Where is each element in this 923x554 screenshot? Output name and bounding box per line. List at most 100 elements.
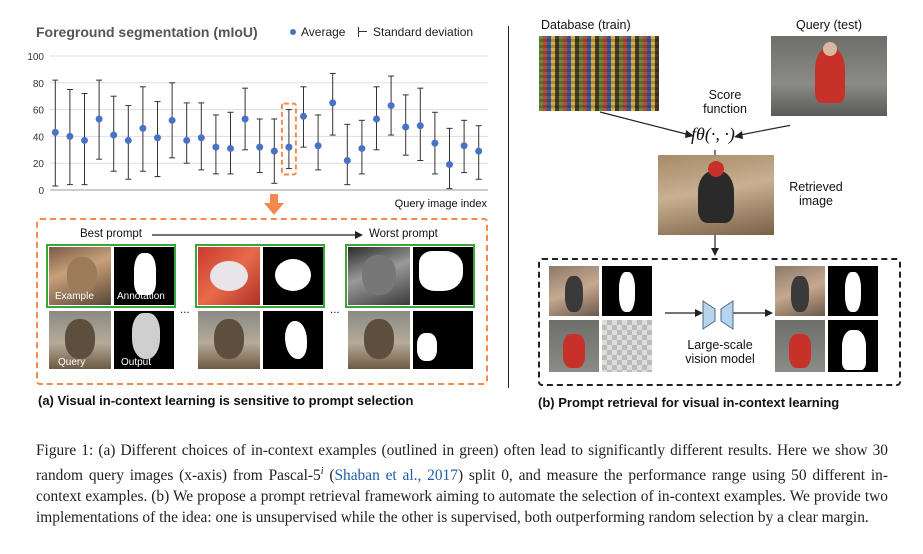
annotation-label: Annotation [117, 291, 165, 302]
legend-stddev: Standard deviation [358, 25, 473, 39]
example-image-white-cat [198, 247, 260, 305]
result-example-mask [828, 266, 878, 316]
prompt-arrow-icon [152, 231, 363, 239]
average-point [154, 134, 161, 142]
database-image-grid [539, 36, 659, 111]
annotation-mask [114, 247, 174, 305]
y-tick-label: 20 [33, 159, 45, 170]
query-test-image [771, 36, 887, 116]
average-point [95, 115, 103, 123]
example-image-cat [49, 247, 111, 305]
result-query-image [775, 320, 825, 372]
average-point [197, 134, 205, 142]
y-tick-label: 80 [33, 79, 45, 90]
ellipsis-2: ... [330, 304, 340, 316]
average-point [212, 143, 220, 151]
example-pair-best [46, 244, 176, 308]
x-axis-label: Query image index [395, 198, 488, 210]
average-point [270, 147, 278, 155]
prompt-query-image [549, 320, 599, 372]
average-point [314, 142, 322, 150]
output-mask-3 [413, 311, 473, 369]
worst-prompt-label: Worst prompt [369, 228, 438, 240]
average-point [256, 143, 264, 151]
average-point [139, 124, 147, 132]
output-mask-2 [263, 311, 323, 369]
average-point [124, 136, 132, 144]
prompt-example-mask [602, 266, 652, 316]
prompt-examples-box [36, 218, 488, 385]
retrieval-arrows [599, 111, 790, 256]
empty-output-placeholder [602, 320, 652, 372]
average-point [300, 112, 307, 120]
average-point [460, 142, 468, 150]
chart-svg: 0 20 40 60 80 100 Query image index [27, 52, 488, 210]
down-arrow-icon [264, 194, 284, 215]
legend-dot-icon [290, 29, 296, 35]
figure-caption: Figure 1: (a) Different choices of in-co… [36, 442, 888, 527]
vision-model-icon [702, 300, 734, 330]
average-point [51, 128, 59, 136]
example-pair-mid [195, 244, 325, 308]
average-point [416, 122, 424, 130]
query-label: Query [58, 357, 86, 368]
query-test-label: Query (test) [796, 18, 862, 32]
average-points [51, 99, 483, 169]
average-point [329, 99, 337, 107]
average-point [227, 144, 234, 152]
prompt-example-image [549, 266, 599, 316]
best-prompt-label: Best prompt [80, 228, 142, 240]
average-point [402, 123, 410, 131]
query-image-cat [49, 311, 111, 369]
example-pair-worst [345, 244, 475, 308]
score-function-label: Score function [703, 88, 747, 116]
legend-average: Average [290, 25, 345, 39]
average-point [387, 102, 395, 110]
average-point [183, 136, 191, 144]
annotation-mask-3 [413, 247, 473, 305]
output-label: Output [121, 357, 152, 368]
score-function-formula: fθ(·, ·) [691, 124, 735, 144]
query-image-cat-3 [348, 311, 410, 369]
average-point [431, 139, 439, 147]
panel-b-caption: (b) Prompt retrieval for visual in-conte… [538, 395, 840, 410]
chart-title: Foreground segmentation (mIoU) [36, 24, 258, 40]
highlight-box [280, 102, 297, 176]
average-point [285, 143, 293, 151]
model-arrow [665, 309, 773, 317]
query-image-cat-2 [198, 311, 260, 369]
retrieved-image [658, 155, 774, 235]
average-point [241, 115, 249, 123]
vision-model-label: Large-scale vision model [685, 338, 755, 366]
y-tick-label: 100 [27, 52, 44, 63]
y-tick-label: 60 [33, 106, 45, 117]
chart-grid [50, 55, 488, 191]
error-bars [52, 72, 482, 190]
average-point [358, 144, 366, 152]
average-point [343, 157, 351, 165]
vision-model-box [538, 258, 901, 386]
y-tick-label: 40 [33, 132, 45, 143]
database-label: Database (train) [541, 18, 631, 32]
y-tick-labels: 0 20 40 60 80 100 [27, 52, 44, 197]
average-point [81, 136, 88, 144]
average-point [66, 132, 74, 140]
average-point [168, 116, 176, 124]
annotation-mask-2 [263, 247, 323, 305]
errorbar-icon [358, 27, 368, 37]
average-point [475, 147, 483, 155]
example-image-gray-cat [348, 247, 410, 305]
average-point [373, 115, 380, 123]
average-point [110, 131, 118, 139]
output-mask [114, 311, 174, 369]
ellipsis-1: ... [180, 304, 190, 316]
average-point [446, 161, 453, 169]
citation-link[interactable]: Shaban et al., 2017 [334, 467, 458, 485]
example-label: Example [55, 291, 94, 302]
result-example-image [775, 266, 825, 316]
result-output-mask [828, 320, 878, 372]
panel-divider [508, 26, 509, 388]
y-tick-label: 0 [38, 186, 44, 197]
retrieved-image-label: Retrieved image [789, 180, 843, 208]
panel-a-caption: (a) Visual in-context learning is sensit… [38, 393, 414, 408]
